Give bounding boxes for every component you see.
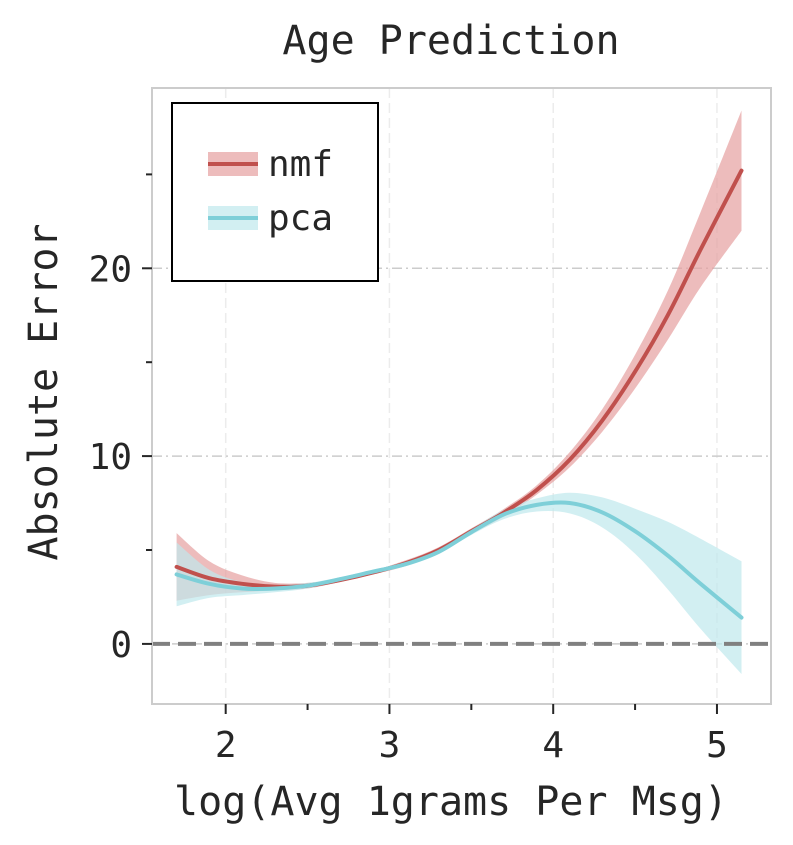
- y-tick-label: 20: [89, 249, 132, 290]
- x-tick-label: 2: [215, 725, 237, 766]
- plot-frame: [151, 87, 772, 705]
- y-tick-label: 10: [89, 437, 132, 478]
- x-tick-label: 3: [379, 725, 401, 766]
- x-tick-label: 5: [706, 725, 728, 766]
- x-axis-label: log(Avg 1grams Per Msg): [174, 779, 728, 825]
- legend-label-pca: pca: [268, 198, 333, 239]
- series-lines: [174, 168, 744, 620]
- legend: nmf pca: [171, 102, 379, 282]
- y-axis-label: Absolute Error: [21, 223, 67, 560]
- x-tick-label: 4: [542, 725, 564, 766]
- legend-box: [171, 102, 379, 282]
- axis-ticks: 2 3 4 5 0 10 20: [89, 173, 728, 766]
- line-pca: [174, 500, 744, 620]
- chart-title: Age Prediction: [282, 18, 619, 64]
- legend-label-nmf: nmf: [268, 144, 333, 185]
- y-tick-label: 0: [110, 625, 132, 666]
